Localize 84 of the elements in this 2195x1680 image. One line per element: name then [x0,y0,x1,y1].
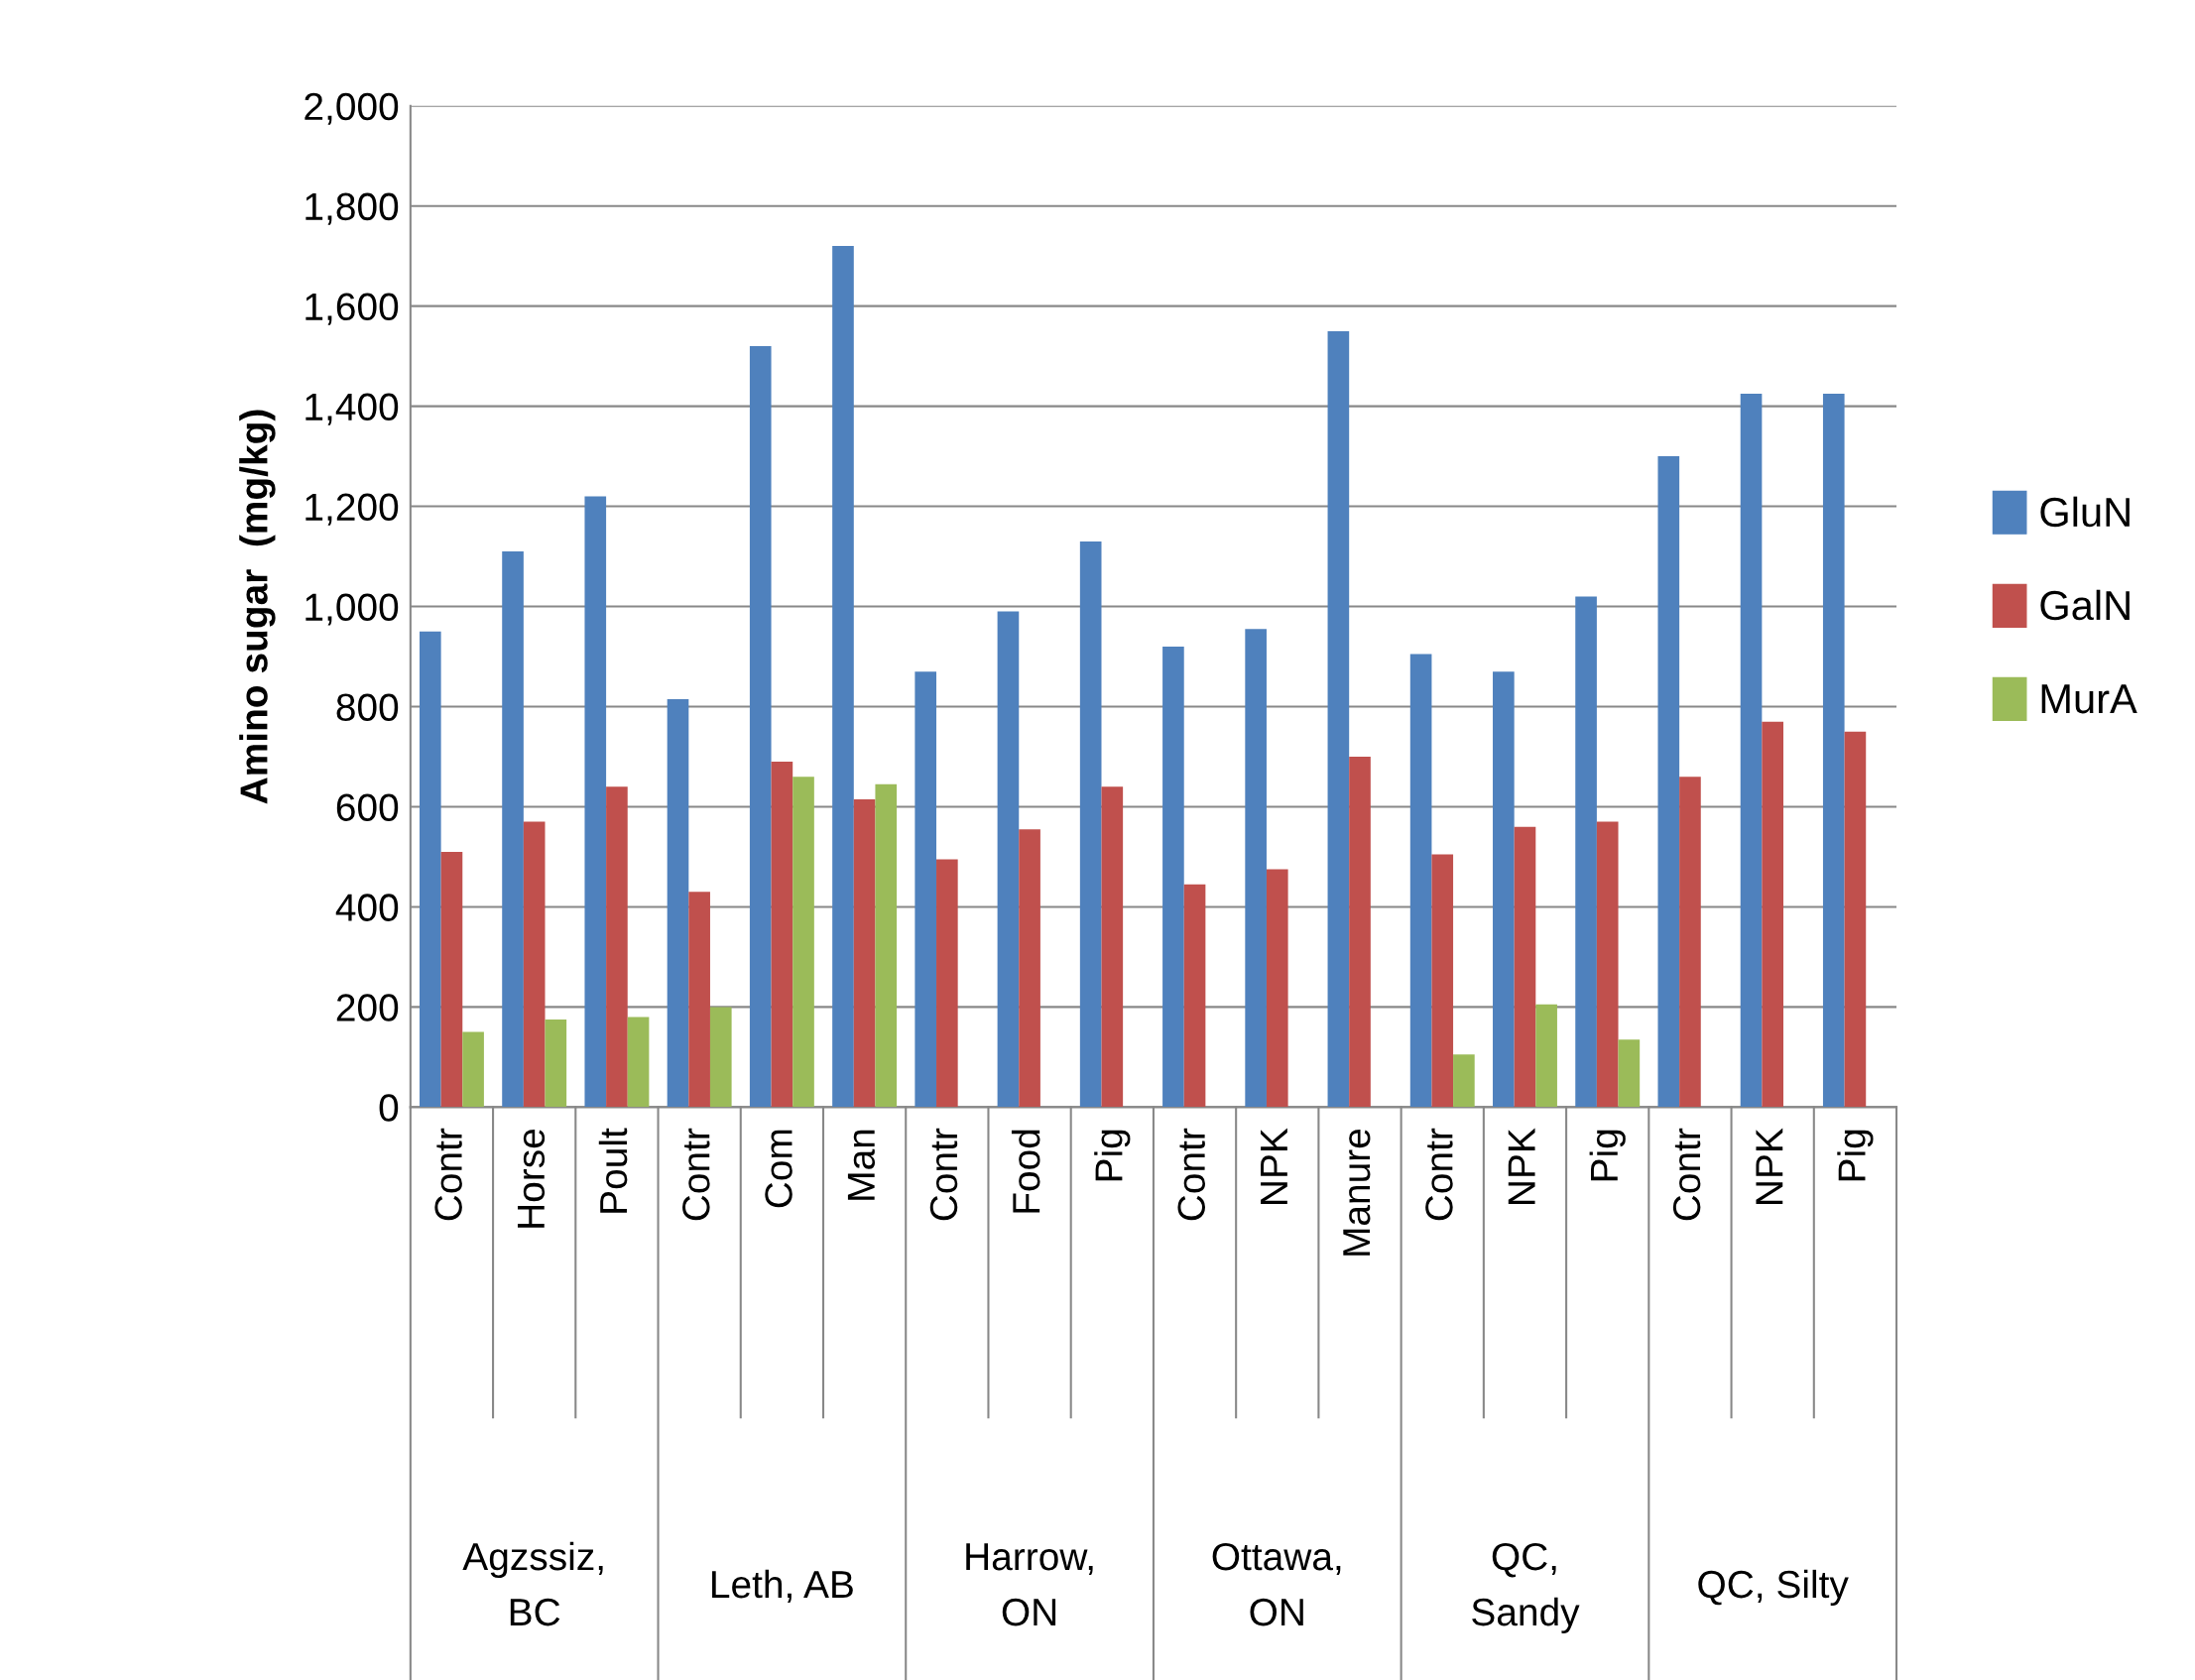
y-tick-label: 2,000 [305,92,399,125]
bar [627,1017,650,1108]
bar [688,892,710,1108]
bar [1409,654,1432,1108]
y-axis-title: Amino sugar (mg/kg) [239,410,276,804]
x-tick-label: Contr [434,1128,462,1221]
y-tick-label: 0 [379,1094,399,1122]
x-tick-label: Manure [1343,1129,1371,1256]
bar [1266,869,1288,1108]
bar [1596,821,1619,1108]
bar [1245,629,1267,1108]
bar [667,698,689,1108]
bar [771,762,793,1108]
bar [1762,721,1783,1108]
bar [709,1007,732,1108]
bar [1493,671,1515,1108]
text: Agzssiz, BC [462,1541,603,1626]
bar [1162,646,1184,1108]
x-tick-label: Horse [517,1129,546,1228]
y-tick-label: 1,400 [305,393,399,425]
x-tick-label: NPK [1508,1128,1535,1204]
bar [1101,786,1124,1108]
bar [1575,596,1597,1108]
y-tick-label: 200 [336,994,399,1021]
x-tick-label: Pig [1589,1130,1626,1181]
bar [1431,854,1454,1108]
bar [1079,540,1102,1108]
bar [606,786,628,1108]
y-tick-label: 1,800 [305,192,399,225]
bar [462,1031,484,1108]
text: Ottawa, ON [1212,1542,1341,1626]
bar [1327,330,1350,1108]
y-tick-label: 800 [336,693,399,721]
x-tick-label: Pig [1837,1130,1874,1181]
y-tick-label: 1,200 [305,493,399,526]
text: Leth, AB [712,1569,853,1603]
bar [440,851,463,1108]
text: QC, Silty [1698,1569,1849,1607]
bar [502,551,524,1108]
bar [936,859,958,1108]
x-tick-label: Contr [1177,1128,1205,1221]
bar [1349,756,1371,1108]
bar [832,246,854,1108]
bar [545,1020,567,1108]
legend-label: MurA [2041,684,2137,714]
x-tick-label: Contr [682,1128,710,1221]
bar [419,631,441,1108]
bar [1183,884,1206,1108]
bar [1822,393,1845,1108]
x-tick-label: Food [1011,1130,1040,1213]
bar [1535,1004,1557,1108]
x-tick-label: Contr [1672,1128,1701,1221]
y-tick-label: 1,600 [305,293,399,325]
bar [853,798,876,1108]
bar [1679,777,1701,1108]
legend-label: GluN [2040,496,2130,528]
x-tick-label: Com [765,1130,793,1208]
bar [523,821,546,1108]
bar [1657,456,1680,1108]
bar [1453,1054,1475,1108]
bar [875,783,898,1108]
x-tick-label: Man [847,1130,876,1200]
x-tick-label: NPK [1261,1128,1287,1204]
bar [915,671,937,1108]
y-tick-label: 600 [336,793,399,821]
bar [749,346,772,1108]
x-tick-label: Pig [1094,1130,1131,1181]
bar [1618,1039,1641,1108]
y-tick-label: 400 [335,894,399,921]
x-tick-label: Poult [598,1128,628,1213]
bar [1514,826,1536,1108]
text: Harrow, ON [966,1543,1093,1626]
bar [793,777,814,1108]
x-tick-label: Contr [1425,1128,1453,1221]
y-tick-label: 1,000 [305,593,399,626]
x-tick-label: NPK [1756,1128,1783,1204]
bar [997,611,1020,1108]
bar [584,496,607,1108]
text: QC, Sandy [1472,1542,1580,1634]
legend-label: GalN [2040,589,2130,621]
bar [1844,731,1867,1108]
x-tick-label: Contr [929,1128,958,1221]
bar [1019,829,1040,1108]
bar [1740,393,1763,1108]
